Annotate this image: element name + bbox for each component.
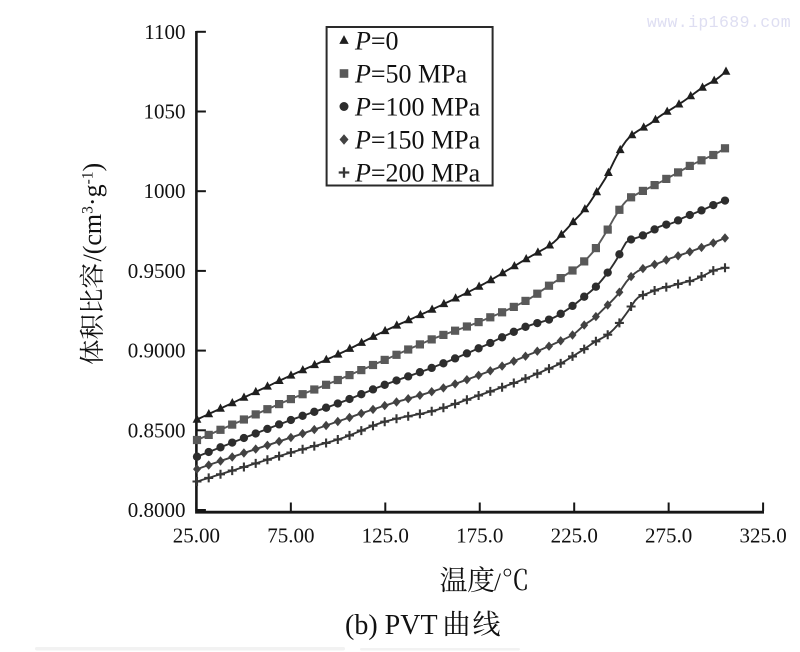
svg-text:325.0: 325.0: [739, 524, 786, 548]
svg-text:275.0: 275.0: [645, 524, 692, 548]
svg-text:P=200 MPa: P=200 MPa: [354, 159, 481, 188]
svg-text:0.9000: 0.9000: [128, 339, 186, 363]
svg-text:www.ip1689.com: www.ip1689.com: [647, 13, 791, 32]
svg-text:/: /: [494, 569, 501, 596]
svg-text:25.00: 25.00: [173, 524, 220, 548]
svg-text:75.00: 75.00: [267, 524, 314, 548]
svg-text:175.0: 175.0: [456, 524, 503, 548]
svg-text:225.0: 225.0: [551, 524, 598, 548]
svg-text:0.8000: 0.8000: [128, 498, 186, 522]
svg-text:1100: 1100: [144, 20, 185, 44]
svg-text:P=150 MPa: P=150 MPa: [354, 126, 481, 155]
svg-text:(b) PVT: (b) PVT: [345, 610, 438, 641]
svg-text:0.8500: 0.8500: [128, 418, 186, 442]
svg-text:P=100 MPa: P=100 MPa: [354, 93, 481, 122]
svg-text:P=0: P=0: [354, 27, 399, 56]
svg-text:P=50 MPa: P=50 MPa: [354, 60, 468, 89]
svg-text:0.9500: 0.9500: [128, 259, 186, 283]
svg-text:1000: 1000: [144, 179, 186, 203]
svg-text:1050: 1050: [144, 100, 186, 124]
svg-text:125.0: 125.0: [362, 524, 409, 548]
